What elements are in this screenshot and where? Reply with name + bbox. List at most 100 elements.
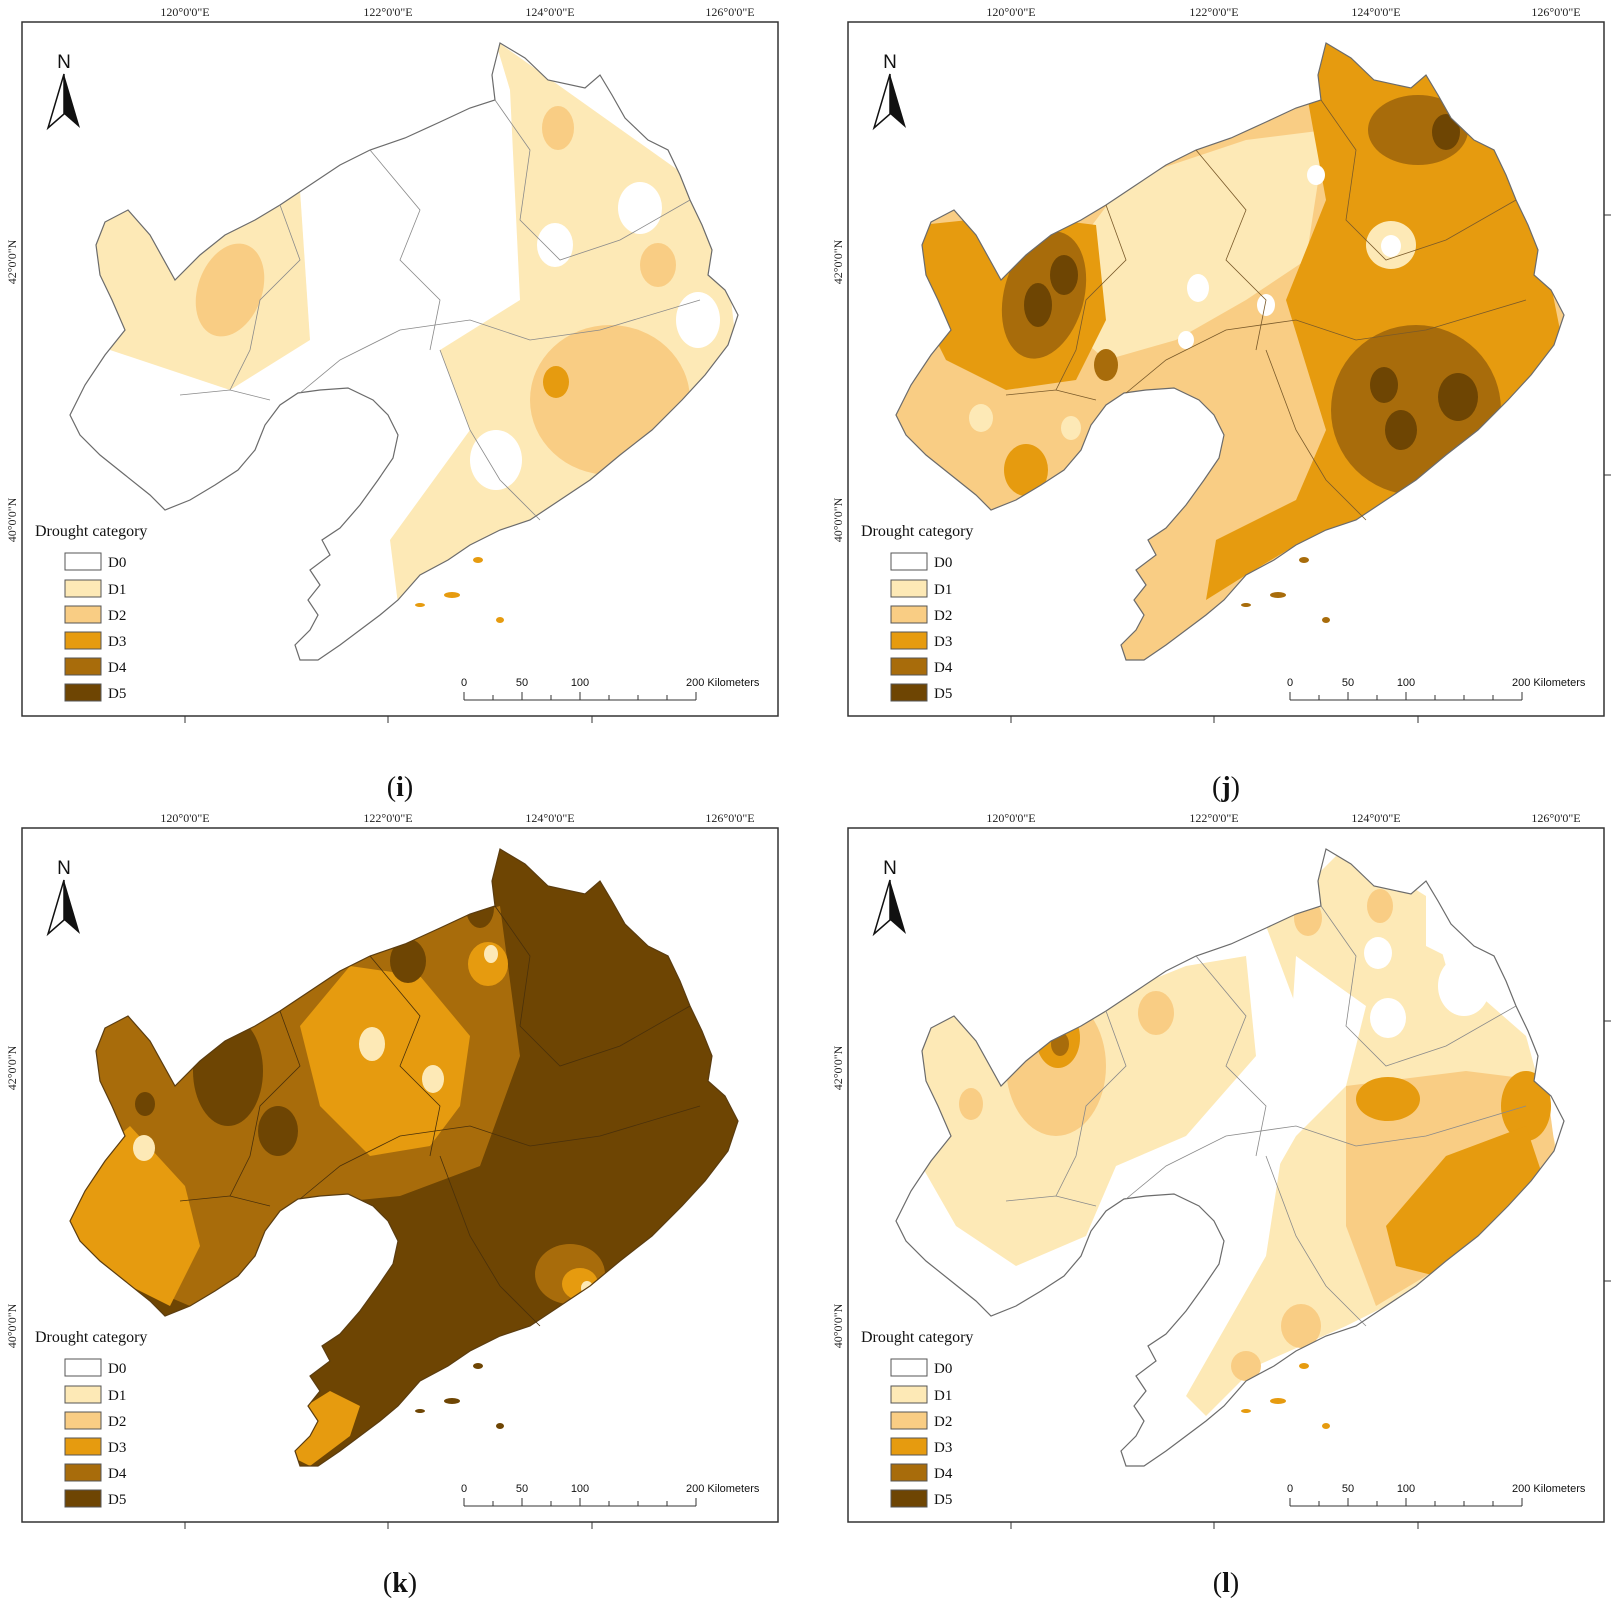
zone-D2	[1367, 889, 1393, 923]
lat-tick-label: 42°0'0"N	[5, 239, 19, 284]
legend-swatch	[64, 605, 102, 624]
zone-D2	[530, 325, 690, 475]
panel-caption: (i)	[387, 772, 413, 803]
zone-D5	[1050, 255, 1078, 295]
lon-tick-label: 124°0'0"E	[1351, 811, 1400, 825]
legend-label: D4	[108, 1466, 127, 1482]
panel-caption: (j)	[1212, 772, 1240, 803]
latitude-longitude-ticks: 120°0'0"E 122°0'0"E 124°0'0"E 126°0'0"E …	[5, 5, 755, 723]
lon-tick-label: 126°0'0"E	[1531, 5, 1580, 19]
zone-D0	[1438, 956, 1490, 1016]
legend-swatch	[890, 1489, 928, 1508]
north-arrow: N	[46, 52, 80, 131]
latitude-longitude-ticks: 120°0'0"E 122°0'0"E 124°0'0"E 126°0'0"E …	[831, 811, 1611, 1529]
legend-item-D0: D0	[64, 1358, 126, 1377]
legend-label: D5	[934, 686, 952, 702]
legend-swatch	[890, 605, 928, 624]
lon-tick-label: 120°0'0"E	[160, 5, 209, 19]
legend-label: D4	[934, 660, 953, 676]
legend-label: D1	[934, 582, 952, 598]
scale-label: 100	[1397, 677, 1415, 689]
legend-item-D2: D2	[890, 1411, 952, 1430]
scale-bar: 0 50 100 200 Kilometers	[461, 677, 760, 701]
legend-item-D1: D1	[890, 1385, 952, 1404]
drought-surface	[70, 43, 738, 660]
zone-D2	[1231, 1351, 1261, 1381]
legend-label: D3	[934, 634, 952, 650]
north-arrow: N	[872, 858, 906, 937]
legend: Drought category D0 D1 D2 D3 D4 D5	[35, 1329, 147, 1508]
zone-D2	[1294, 900, 1322, 936]
lon-tick-label: 122°0'0"E	[363, 811, 412, 825]
legend-label: D4	[108, 660, 127, 676]
panel-frame	[21, 21, 779, 717]
scale-line	[1289, 1498, 1523, 1507]
legend-title: Drought category	[861, 1329, 973, 1346]
lat-tick-label: 40°0'0"N	[831, 497, 845, 542]
zone-D3	[1386, 1126, 1546, 1276]
zone-D1	[484, 945, 498, 963]
lon-tick-label: 124°0'0"E	[525, 811, 574, 825]
zone-D4	[1051, 1032, 1069, 1056]
legend-item-D5: D5	[64, 683, 126, 702]
legend-item-D0: D0	[64, 552, 126, 571]
zone-D3	[468, 942, 508, 986]
panel-i: 120°0'0"E 122°0'0"E 124°0'0"E 126°0'0"E …	[5, 5, 779, 803]
zone-D0	[1257, 294, 1275, 316]
islands	[415, 1363, 504, 1429]
north-arrow-icon	[890, 880, 906, 934]
lon-tick-label: 126°0'0"E	[705, 5, 754, 19]
legend: Drought category D0 D1 D2 D3 D4 D5	[861, 1329, 973, 1508]
zone-D0	[1364, 937, 1392, 969]
north-arrow: N	[46, 858, 80, 937]
zone-D5	[1385, 410, 1417, 450]
zone-D1	[359, 1027, 385, 1061]
zone-D0	[470, 430, 522, 490]
scale-label: 100	[571, 677, 589, 689]
zone-D0	[537, 223, 573, 267]
scale-label: 0	[461, 677, 467, 689]
zone-D5	[258, 1106, 298, 1156]
zone-D5	[390, 939, 426, 983]
panel-frame	[847, 827, 1605, 1523]
scale-label: 0	[1287, 677, 1293, 689]
legend-item-D2: D2	[64, 605, 126, 624]
legend-item-D3: D3	[890, 1437, 952, 1456]
legend-label: D3	[108, 634, 126, 650]
zone-D1	[969, 404, 993, 432]
latitude-longitude-ticks: 120°0'0"E 122°0'0"E 124°0'0"E 126°0'0"E …	[5, 811, 755, 1529]
zone-D3	[1004, 444, 1048, 496]
legend-swatch	[890, 1385, 928, 1404]
legend-label: D2	[934, 608, 952, 624]
legend-label: D4	[934, 1466, 953, 1482]
scale-label: 0	[461, 1483, 467, 1495]
legend-swatch	[64, 657, 102, 676]
zone-D5	[135, 1092, 155, 1116]
legend-item-D4: D4	[890, 657, 953, 676]
scale-bar: 0 50 100 200 Kilometers	[1287, 677, 1586, 701]
zone-D3	[300, 966, 470, 1156]
drought-surface	[896, 849, 1564, 1466]
scale-bar: 0 50 100 200 Kilometers	[1287, 1483, 1586, 1507]
zone-D2	[1281, 1304, 1321, 1348]
legend: Drought category D0 D1 D2 D3 D4 D5	[35, 523, 147, 702]
legend-label: D3	[108, 1440, 126, 1456]
zone-D0	[1246, 956, 1366, 1206]
islands	[1241, 557, 1330, 623]
legend-swatch	[890, 1463, 928, 1482]
legend-item-D4: D4	[64, 1463, 127, 1482]
zone-D5	[1370, 367, 1398, 403]
lat-tick-label: 40°0'0"N	[5, 497, 19, 542]
lon-tick-label: 124°0'0"E	[525, 5, 574, 19]
zone-D2	[640, 243, 676, 287]
zone-D0	[1307, 165, 1325, 185]
legend-label: D1	[934, 1388, 952, 1404]
zone-D5	[1438, 373, 1478, 421]
panel-frame	[847, 21, 1605, 717]
legend-label: D0	[934, 1361, 952, 1377]
legend-swatch	[64, 1385, 102, 1404]
legend-swatch	[890, 657, 928, 676]
legend-label: D0	[108, 1361, 126, 1377]
scale-label: 50	[1342, 677, 1354, 689]
legend-item-D2: D2	[64, 1411, 126, 1430]
